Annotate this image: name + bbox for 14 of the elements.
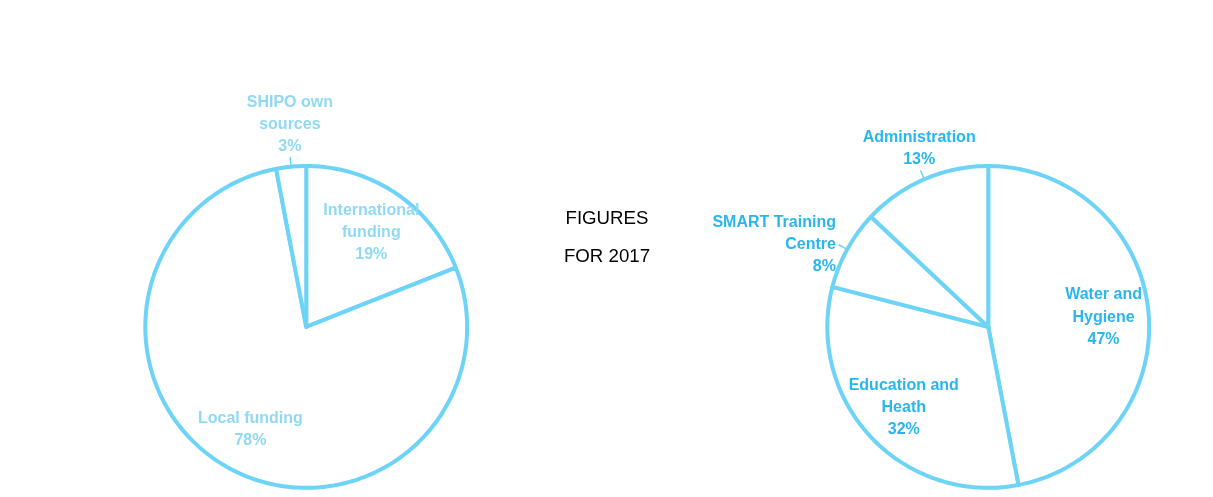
slice-label: Local funding bbox=[197, 408, 303, 426]
slice-label: Administration bbox=[862, 128, 976, 146]
data-label: 32% bbox=[887, 419, 920, 437]
data-label: 19% bbox=[355, 244, 388, 262]
slice-label: SHIPO own sources bbox=[246, 92, 333, 132]
text: FIGURES FOR 2017 bbox=[563, 207, 651, 266]
data-label: 13% bbox=[903, 150, 936, 168]
slice-label: Water and Hygiene bbox=[1065, 285, 1142, 325]
slice-label: Education and Heath bbox=[848, 375, 959, 415]
data-label: 8% bbox=[812, 256, 836, 274]
data-label: 78% bbox=[234, 431, 267, 449]
slice-label: SMART Training Centre bbox=[712, 212, 837, 252]
data-label: 47% bbox=[1087, 329, 1120, 347]
data-label: 3% bbox=[278, 136, 302, 154]
